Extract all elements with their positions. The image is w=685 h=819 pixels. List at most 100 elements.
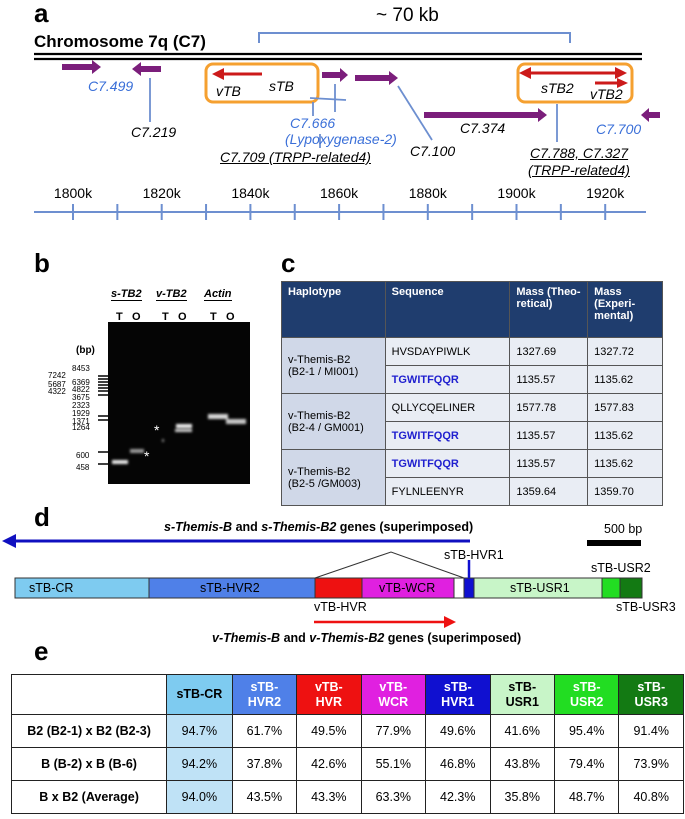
segment-stb-usr1: sTB-USR1 <box>510 581 570 595</box>
axis-tick-label: 1900k <box>497 185 536 201</box>
gene-label-vtb: vTB <box>216 83 241 99</box>
s-themis-b2: s-Themis-B2 <box>261 520 337 534</box>
col-mass-exp: Mass (Experi-mental) <box>587 281 663 338</box>
lane-v-tb2: v-TB2 <box>156 288 187 301</box>
panel-d-label: d <box>34 502 50 532</box>
mass-experimental: 1577.83 <box>587 393 663 422</box>
axis-tick-label: 1800k <box>53 185 93 201</box>
peptide-sequence: HVSDAYPIWLK <box>384 337 511 366</box>
column-header-line: USR3 <box>634 694 668 709</box>
panel-d-diagram <box>2 534 643 628</box>
v-themis-b2: v-Themis-B2 <box>309 631 385 645</box>
ladder-size: 1929 <box>72 409 90 418</box>
gene-label-c7-666: C7.666 <box>290 115 336 131</box>
lane-letter: O <box>178 311 187 323</box>
identity-value: 42.3% <box>425 780 491 814</box>
table-row: FYLNLEENYR 1359.64 1359.70 <box>282 477 663 506</box>
table-row: TGWITFQQR 1135.57 1135.62 <box>282 365 663 394</box>
gene-label-lypox: (Lypoxygenase-2) <box>285 131 397 147</box>
column-header-line: HVR1 <box>441 694 475 709</box>
bp-unit: (bp) <box>76 345 95 356</box>
col-sequence: Sequence <box>384 281 511 338</box>
mass-theoretical: 1359.64 <box>509 477 589 506</box>
peptide-sequence: TGWITFQQR <box>384 365 511 394</box>
peptide-sequence: QLLYCQELINER <box>384 393 511 422</box>
corner-cell <box>10 674 168 715</box>
mass-theoretical: 1135.57 <box>509 449 589 478</box>
haplotype-name: v-Themis-B2 <box>288 409 351 422</box>
haplotype-id: (B2-1 / MI001) <box>288 365 359 378</box>
v-gene-caption: v-Themis-B and v-Themis-B2 genes (superi… <box>212 631 521 645</box>
v-rest: genes (superimposed) <box>387 631 522 645</box>
lane-letter: O <box>226 311 235 323</box>
lane-letter: T <box>116 311 123 323</box>
haplotype-cell: v-Themis-B2 (B2-5 /GM003) <box>281 449 386 506</box>
band-marker-star: * <box>144 448 150 464</box>
identity-value: 40.8% <box>618 780 684 814</box>
identity-value: 43.5% <box>231 780 298 814</box>
column-header-line: sTB- <box>250 679 279 694</box>
mass-experimental: 1135.62 <box>587 421 663 450</box>
identity-value: 49.6% <box>425 714 491 748</box>
haplotype-cell: v-Themis-B2 (B2-1 / MI001) <box>281 337 386 394</box>
gene-label-vtb2: vTB2 <box>590 86 623 102</box>
column-header-line: vTB- <box>379 679 408 694</box>
s-rest: genes (superimposed) <box>339 520 474 534</box>
gel-image: * * <box>108 322 250 484</box>
mass-theoretical: 1327.69 <box>509 337 589 366</box>
column-header-line: HVR <box>315 694 343 709</box>
lane-actin: Actin <box>204 288 232 301</box>
ladder-ticks <box>98 375 108 465</box>
col-haplotype: Haplotype <box>281 281 386 338</box>
scale-label: 500 bp <box>604 522 643 536</box>
table-row: B2 (B2-1) x B2 (B2-3) 94.7% 61.7% 49.5% 77.9… <box>10 714 684 748</box>
mass-spec-table: Haplotype Sequence Mass (Theo-retical) M… <box>281 281 663 506</box>
row-label: B2 (B2-1) x B2 (B2-3) <box>10 714 168 748</box>
column-header: vTB- HVR <box>296 674 362 715</box>
ladder-size: 7242 <box>48 371 66 380</box>
peptide-sequence: TGWITFQQR <box>384 449 511 478</box>
chromosome-title: Chromosome 7q (C7) <box>34 32 206 51</box>
haplotype-name: v-Themis-B2 <box>288 465 351 478</box>
v-and: and <box>283 631 306 645</box>
column-header-line: WCR <box>378 694 409 709</box>
gene-label-c7-100: C7.100 <box>410 143 456 159</box>
gene-label-c7-709: C7.709 (TRPP-related4) <box>220 149 371 165</box>
lane-letter: T <box>162 311 169 323</box>
ladder-size: 4322 <box>48 387 66 396</box>
s-and: and <box>235 520 258 534</box>
identity-value: 48.7% <box>553 780 620 814</box>
identity-value: 91.4% <box>618 714 684 748</box>
ladder-size: 3675 <box>72 393 90 402</box>
segment-vtb-wcr: vTB-WCR <box>379 581 436 595</box>
panel-a-label: a <box>34 0 49 28</box>
mass-experimental: 1135.62 <box>587 449 663 478</box>
column-header: sTB-CR <box>166 674 233 715</box>
gene-label-stb2: sTB2 <box>541 80 574 96</box>
axis-tick-label: 1840k <box>231 185 270 201</box>
gene-label-c7-219: C7.219 <box>131 124 177 140</box>
lane-s-tb2: s-TB2 <box>111 288 142 301</box>
panel-a-map <box>34 32 660 220</box>
identity-value: 42.6% <box>296 747 362 781</box>
ladder-size: 8453 <box>72 364 90 373</box>
col-mass-theo: Mass (Theo-retical) <box>509 281 589 338</box>
row-label: B (B-2) x B (B-6) <box>10 747 168 781</box>
column-header-line: sTB- <box>508 679 537 694</box>
table-row: v-Themis-B2 (B2-1 / MI001) HVSDAYPIWLK 1327… <box>281 337 663 394</box>
haplotype-cell: v-Themis-B2 (B2-4 / GM001) <box>281 393 386 450</box>
axis-tick-label: 1860k <box>320 185 359 201</box>
haplotype-id: (B2-4 / GM001) <box>288 421 364 434</box>
span-label: ~ 70 kb <box>376 5 439 26</box>
haplotype-name: v-Themis-B2 <box>288 353 351 366</box>
axis-tick-label: 1880k <box>408 185 447 201</box>
ladder-size: 2323 <box>72 401 90 410</box>
table-row: v-Themis-B2 (B2-5 /GM003) TGWITFQQR 1135.57… <box>281 449 663 506</box>
column-header-line: sTB- <box>637 679 666 694</box>
column-header-line: sTB- <box>443 679 472 694</box>
lane-letter: T <box>210 311 217 323</box>
identity-value: 61.7% <box>231 714 298 748</box>
column-header: sTB- HVR1 <box>425 674 491 715</box>
ladder-size: 5687 <box>48 380 66 389</box>
table-row: B x B2 (Average) 94.0% 43.5% 43.3% 63.3% 42.3… <box>10 780 684 814</box>
